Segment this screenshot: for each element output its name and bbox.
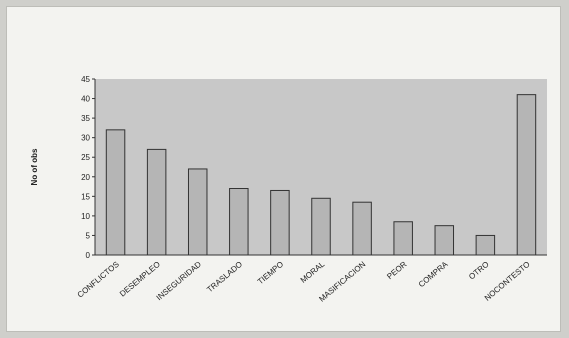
y-tick-label: 15 (81, 192, 90, 201)
bar-otro (475, 234, 496, 256)
bar-inseguridad (187, 168, 208, 256)
y-tick-label: 35 (81, 114, 90, 123)
bars (105, 94, 537, 256)
y-tick-label: 0 (86, 251, 91, 260)
y-tick-label: 5 (86, 231, 91, 240)
bar-masificacion (352, 201, 372, 256)
bar-tiempo (270, 189, 290, 256)
y-tick-label: 30 (81, 134, 90, 143)
bar-nocontesto (516, 94, 537, 256)
y-tick-label: 10 (81, 212, 90, 221)
x-tick-label: DESEMPLEO (118, 260, 162, 299)
x-tick-label: PEOR (385, 259, 408, 281)
x-tick-label: MORAL (299, 259, 327, 285)
bar-traslado (229, 188, 249, 256)
x-tick-label: TRASLADO (205, 260, 244, 295)
y-tick-label: 40 (81, 95, 90, 104)
bar-peor (393, 221, 413, 256)
x-tick-label: TIEMPO (256, 260, 285, 287)
y-tick-label: 20 (81, 173, 90, 182)
x-tick-label: CONFLICTOS (76, 260, 121, 300)
x-tick-label: OTRO (467, 260, 490, 282)
bar-desempleo (146, 148, 167, 256)
bar-conflictos (105, 129, 126, 256)
bar-chart: 0 5 10 15 20 25 30 35 40 45 CONFLICTOSDESEMPLEOIN… (30, 75, 547, 304)
bar-compra (434, 225, 455, 256)
y-axis-title: No of obs (30, 148, 39, 185)
chart-frame: 0 5 10 15 20 25 30 35 40 45 CONFLICTOS DESEMPLEO IN… (6, 6, 561, 332)
x-tick-label: INSEGURIDAD (155, 259, 204, 302)
bar-moral (311, 197, 331, 256)
y-axis-ticks: 0 5 10 15 20 25 30 35 40 45 (81, 75, 95, 260)
y-tick-label: 25 (81, 153, 90, 162)
x-tick-label: COMPRA (417, 259, 450, 289)
y-tick-label: 45 (81, 75, 90, 84)
